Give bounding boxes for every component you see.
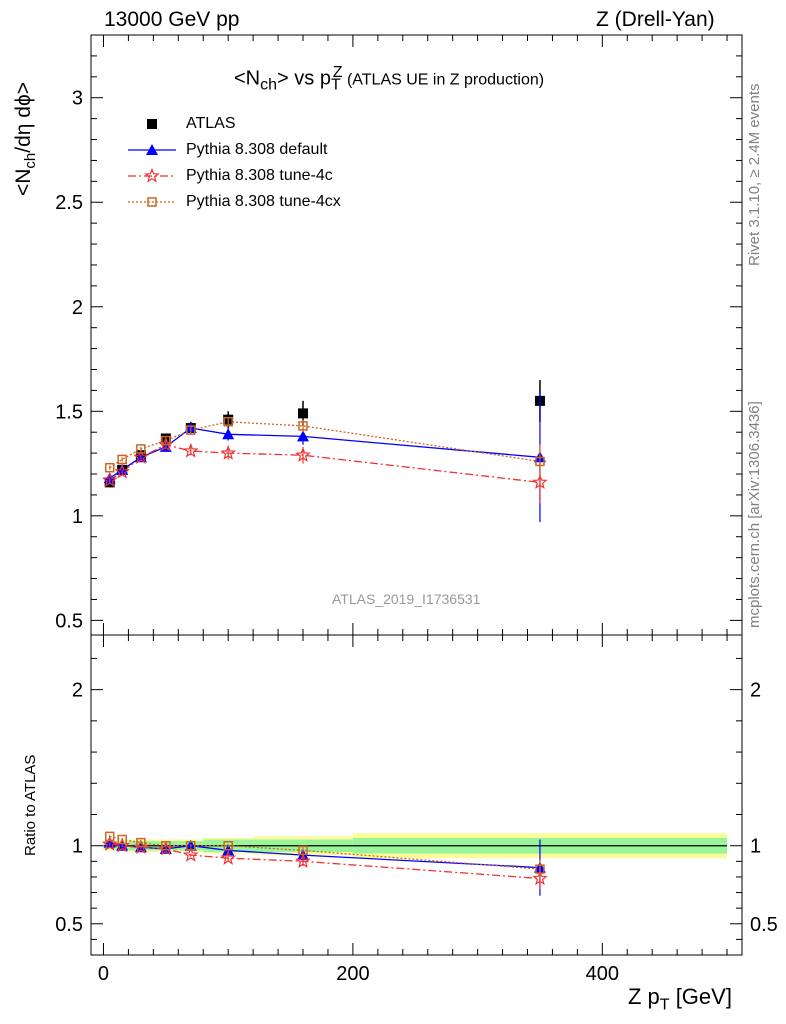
legend-marker-atlas xyxy=(147,119,157,129)
main-ytick-label-3: 2 xyxy=(72,297,83,319)
xtick-label-2: 400 xyxy=(586,963,619,985)
main-ytick-label-2: 1.5 xyxy=(55,401,83,423)
series-2-main-line xyxy=(109,421,541,469)
legend-marker-1 xyxy=(144,167,160,183)
legend-markers xyxy=(128,119,176,207)
legend-label-tune-4cx: Pythia 8.308 tune-4cx xyxy=(186,193,341,210)
series-2-ratio-point-7 xyxy=(535,864,545,874)
series-1-main-point-7 xyxy=(532,474,548,489)
series-1-ratio-point-4 xyxy=(183,846,199,862)
xlabel-main: Z p xyxy=(628,984,660,1009)
ratio-ytick-label-left-1: 1 xyxy=(72,836,83,858)
series-1-main-point-5 xyxy=(220,444,237,460)
series-2-ratio-point-2 xyxy=(136,837,146,848)
main-ylabel: <Nch/dη dϕ> xyxy=(12,82,39,196)
series-2-ratio-point-4 xyxy=(186,840,196,851)
title-tail: (ATLAS UE in Z production) xyxy=(342,71,545,89)
series-2-ratio-line xyxy=(109,835,541,870)
series-2-ratio-point-3 xyxy=(161,840,171,851)
ratio-ytick-label-right-2: 2 xyxy=(750,680,761,702)
series-2-main-point-6 xyxy=(298,421,308,431)
series-1-main-point-4 xyxy=(183,442,199,458)
xtick-label-0: 0 xyxy=(98,963,109,985)
plot-frames xyxy=(90,34,743,956)
legend-label-default: Pythia 8.308 default xyxy=(186,141,328,158)
legend-marker-2 xyxy=(147,197,157,207)
tick-labels: 0 200 400 0.5 1 1.5 2 2.5 3 0.5 0.5 1 1 2 2 xyxy=(55,88,778,985)
series-2-main-point-4 xyxy=(186,425,196,435)
mcplots-info: mcplots.cern.ch [arXiv:1306.3436] xyxy=(746,401,763,628)
series-2-main-point-5 xyxy=(223,417,233,427)
series-1-ratio-point-5 xyxy=(220,850,237,865)
ratio-ytick-label-left-0: 0.5 xyxy=(55,914,83,936)
series-1-main-point-1 xyxy=(114,463,131,479)
legend-label-tune-4c: Pythia 8.308 tune-4c xyxy=(186,167,333,184)
xlabel-tail: [GeV] xyxy=(669,984,732,1009)
series-2-main-point-2 xyxy=(136,444,146,454)
header-energy: 13000 GeV pp xyxy=(104,8,240,31)
ratio-ylabel: Ratio to ATLAS xyxy=(22,754,39,856)
title-sub2: T xyxy=(330,76,341,94)
series-2-ratio-point-1 xyxy=(117,834,127,845)
main-ytick-label-1: 1 xyxy=(72,506,83,528)
main-ytick-label-5: 3 xyxy=(72,88,83,110)
ratio-ytick-label-right-1: 1 xyxy=(750,836,761,858)
series-2-ratio-point-0 xyxy=(104,831,115,842)
series-1-main-point-0 xyxy=(101,472,118,487)
xlabel: Z pT [GeV] xyxy=(628,984,732,1014)
header-process: Z (Drell-Yan) xyxy=(596,8,715,31)
series-0-main-line xyxy=(109,427,541,479)
analysis-id: ATLAS_2019_I1736531 xyxy=(332,591,481,607)
main-ytick-label-0: 0.5 xyxy=(55,610,83,632)
series-1-ratio-line xyxy=(109,843,541,880)
xlabel-sub: T xyxy=(659,996,670,1014)
legend-label-atlas: ATLAS xyxy=(186,115,236,132)
series-2-main-point-7 xyxy=(535,456,545,467)
series-0-main-point-6 xyxy=(297,430,310,442)
main-ytick-label-4: 2.5 xyxy=(55,192,83,214)
series-2-main-point-1 xyxy=(117,454,127,465)
series-1-ratio-point-6 xyxy=(295,853,311,868)
series-2-ratio-point-5 xyxy=(223,840,233,851)
series-1-main-line xyxy=(109,444,541,484)
series-1-main-point-6 xyxy=(295,447,311,462)
series-2-main-point-3 xyxy=(161,435,171,446)
series-markers xyxy=(101,379,548,896)
series-2-ratio-point-6 xyxy=(298,845,308,856)
rivet-info: Rivet 3.1.10, ≥ 2.4M events xyxy=(746,83,763,267)
series-1-ratio-point-0 xyxy=(101,836,118,851)
series-curves xyxy=(109,421,541,880)
ratio-ytick-label-left-2: 2 xyxy=(72,680,83,702)
atlas-point-6 xyxy=(298,408,309,419)
series-1-ratio-point-7 xyxy=(532,870,548,886)
title-mid: > vs p xyxy=(277,67,331,90)
ylabel-sub: ch xyxy=(22,152,40,169)
ylabel-main: <N xyxy=(12,168,35,196)
plot-title: <Nch> vs pTZ (ATLAS UE in Z production) xyxy=(234,64,544,95)
ratio-frame xyxy=(90,634,743,956)
ylabel-tail: /dη dϕ> xyxy=(12,81,35,153)
series-0-main-point-5 xyxy=(222,428,235,440)
series-1-main-point-2 xyxy=(133,449,149,464)
legend-marker-0 xyxy=(146,144,158,155)
series-2-main-point-0 xyxy=(104,463,115,473)
xtick-label-1: 200 xyxy=(336,963,369,985)
ratio-ytick-label-right-0: 0.5 xyxy=(750,914,778,936)
axis-ticks xyxy=(91,35,742,955)
title-sup2: Z xyxy=(332,64,343,81)
title-sub: ch xyxy=(260,76,278,94)
title-main: <N xyxy=(234,67,261,90)
